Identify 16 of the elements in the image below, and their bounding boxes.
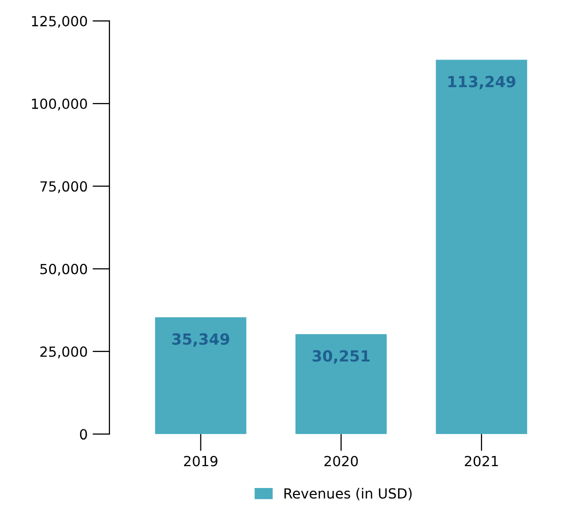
y-tick-label: 100,000 (32, 98, 87, 110)
y-tick-label: 125,000 (32, 16, 87, 28)
data-label: 113,249 (448, 76, 516, 90)
x-tick-label: 2021 (464, 456, 498, 466)
y-tick-label: 0 (80, 429, 87, 440)
x-tick-label: 2020 (324, 456, 358, 466)
y-tick-label: 50,000 (40, 264, 87, 276)
y-tick-label: 25,000 (40, 346, 87, 358)
bar (155, 317, 246, 434)
bar (295, 334, 387, 434)
legend-label: Revenues (in USD) (284, 488, 412, 500)
y-tick-label: 75,000 (40, 181, 87, 194)
bar (436, 60, 528, 434)
data-label: 30,251 (312, 350, 370, 364)
x-tick-label: 2019 (184, 456, 218, 466)
data-label: 35,349 (172, 333, 230, 347)
